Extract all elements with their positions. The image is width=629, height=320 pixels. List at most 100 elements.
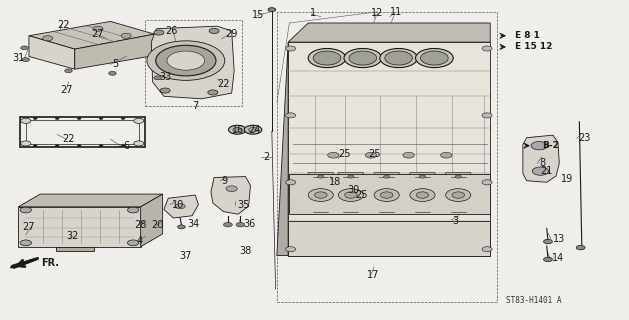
Circle shape <box>384 191 390 194</box>
Polygon shape <box>337 173 365 195</box>
Text: E 15 12: E 15 12 <box>515 42 553 52</box>
Circle shape <box>65 69 72 73</box>
Circle shape <box>365 152 377 158</box>
Polygon shape <box>141 194 163 247</box>
Text: 38: 38 <box>239 246 252 256</box>
Text: 22: 22 <box>57 20 70 29</box>
Text: 16: 16 <box>232 125 244 135</box>
Circle shape <box>175 204 185 209</box>
Text: FR.: FR. <box>41 258 58 268</box>
Text: 10: 10 <box>172 200 184 210</box>
Circle shape <box>236 222 245 227</box>
Circle shape <box>531 141 547 150</box>
Polygon shape <box>289 174 490 214</box>
Circle shape <box>167 51 204 70</box>
Circle shape <box>77 145 81 147</box>
Circle shape <box>421 51 448 65</box>
Circle shape <box>99 118 103 120</box>
Circle shape <box>43 36 53 41</box>
Text: 24: 24 <box>248 125 261 135</box>
Text: 21: 21 <box>540 166 553 176</box>
Circle shape <box>21 46 28 50</box>
Circle shape <box>209 28 219 34</box>
Text: 25: 25 <box>368 148 381 159</box>
Circle shape <box>313 51 341 65</box>
Text: 13: 13 <box>553 234 565 244</box>
Text: 5: 5 <box>113 60 119 69</box>
Circle shape <box>223 222 232 227</box>
Circle shape <box>348 175 354 178</box>
Polygon shape <box>75 34 155 69</box>
Text: 8: 8 <box>539 158 545 168</box>
Circle shape <box>21 141 31 146</box>
Circle shape <box>420 191 426 194</box>
Circle shape <box>482 46 492 51</box>
Circle shape <box>286 180 296 185</box>
Circle shape <box>128 207 139 213</box>
Circle shape <box>286 247 296 252</box>
Circle shape <box>482 247 492 252</box>
Text: 22: 22 <box>62 134 75 144</box>
Text: 6: 6 <box>123 141 129 151</box>
Circle shape <box>121 33 131 38</box>
Text: 9: 9 <box>221 176 228 186</box>
Circle shape <box>93 26 103 31</box>
Circle shape <box>338 189 364 201</box>
Circle shape <box>403 152 415 158</box>
Polygon shape <box>152 26 234 99</box>
Circle shape <box>543 257 552 262</box>
Bar <box>19 117 145 147</box>
Circle shape <box>410 189 435 201</box>
Text: 26: 26 <box>165 26 177 36</box>
Text: 4: 4 <box>137 236 143 246</box>
Text: 29: 29 <box>225 29 238 39</box>
Text: 36: 36 <box>243 219 256 229</box>
Circle shape <box>543 239 552 244</box>
Circle shape <box>286 46 296 51</box>
Text: 27: 27 <box>23 222 35 232</box>
Text: 33: 33 <box>160 72 172 82</box>
Circle shape <box>416 49 454 68</box>
Bar <box>26 120 139 144</box>
Text: 31: 31 <box>12 53 25 63</box>
Circle shape <box>318 175 324 178</box>
Text: 22: 22 <box>217 78 230 89</box>
Polygon shape <box>288 42 490 256</box>
Circle shape <box>349 51 377 65</box>
Text: 20: 20 <box>152 220 164 230</box>
Text: B-2: B-2 <box>542 141 559 150</box>
Circle shape <box>21 118 31 123</box>
Polygon shape <box>373 173 401 195</box>
Circle shape <box>344 49 382 68</box>
Circle shape <box>33 145 37 147</box>
Circle shape <box>20 240 31 246</box>
Polygon shape <box>56 247 94 252</box>
Circle shape <box>348 191 354 194</box>
Text: 25: 25 <box>338 148 351 159</box>
Circle shape <box>268 8 276 12</box>
Text: 35: 35 <box>237 200 250 210</box>
Circle shape <box>452 192 464 198</box>
Polygon shape <box>445 173 472 195</box>
Circle shape <box>156 45 216 76</box>
Circle shape <box>314 192 327 198</box>
Circle shape <box>134 141 144 146</box>
Circle shape <box>328 152 339 158</box>
Text: 18: 18 <box>329 177 342 187</box>
Circle shape <box>154 76 162 80</box>
Circle shape <box>441 152 452 158</box>
Text: 19: 19 <box>561 174 574 184</box>
Circle shape <box>233 127 242 132</box>
Circle shape <box>308 49 346 68</box>
Text: 32: 32 <box>67 231 79 242</box>
Text: 37: 37 <box>179 251 192 260</box>
Circle shape <box>576 245 585 250</box>
Circle shape <box>55 118 59 120</box>
Bar <box>145 20 242 107</box>
Polygon shape <box>523 135 559 182</box>
Circle shape <box>381 192 393 198</box>
Circle shape <box>345 192 357 198</box>
Circle shape <box>226 186 237 192</box>
Polygon shape <box>409 173 437 195</box>
Circle shape <box>455 175 461 178</box>
